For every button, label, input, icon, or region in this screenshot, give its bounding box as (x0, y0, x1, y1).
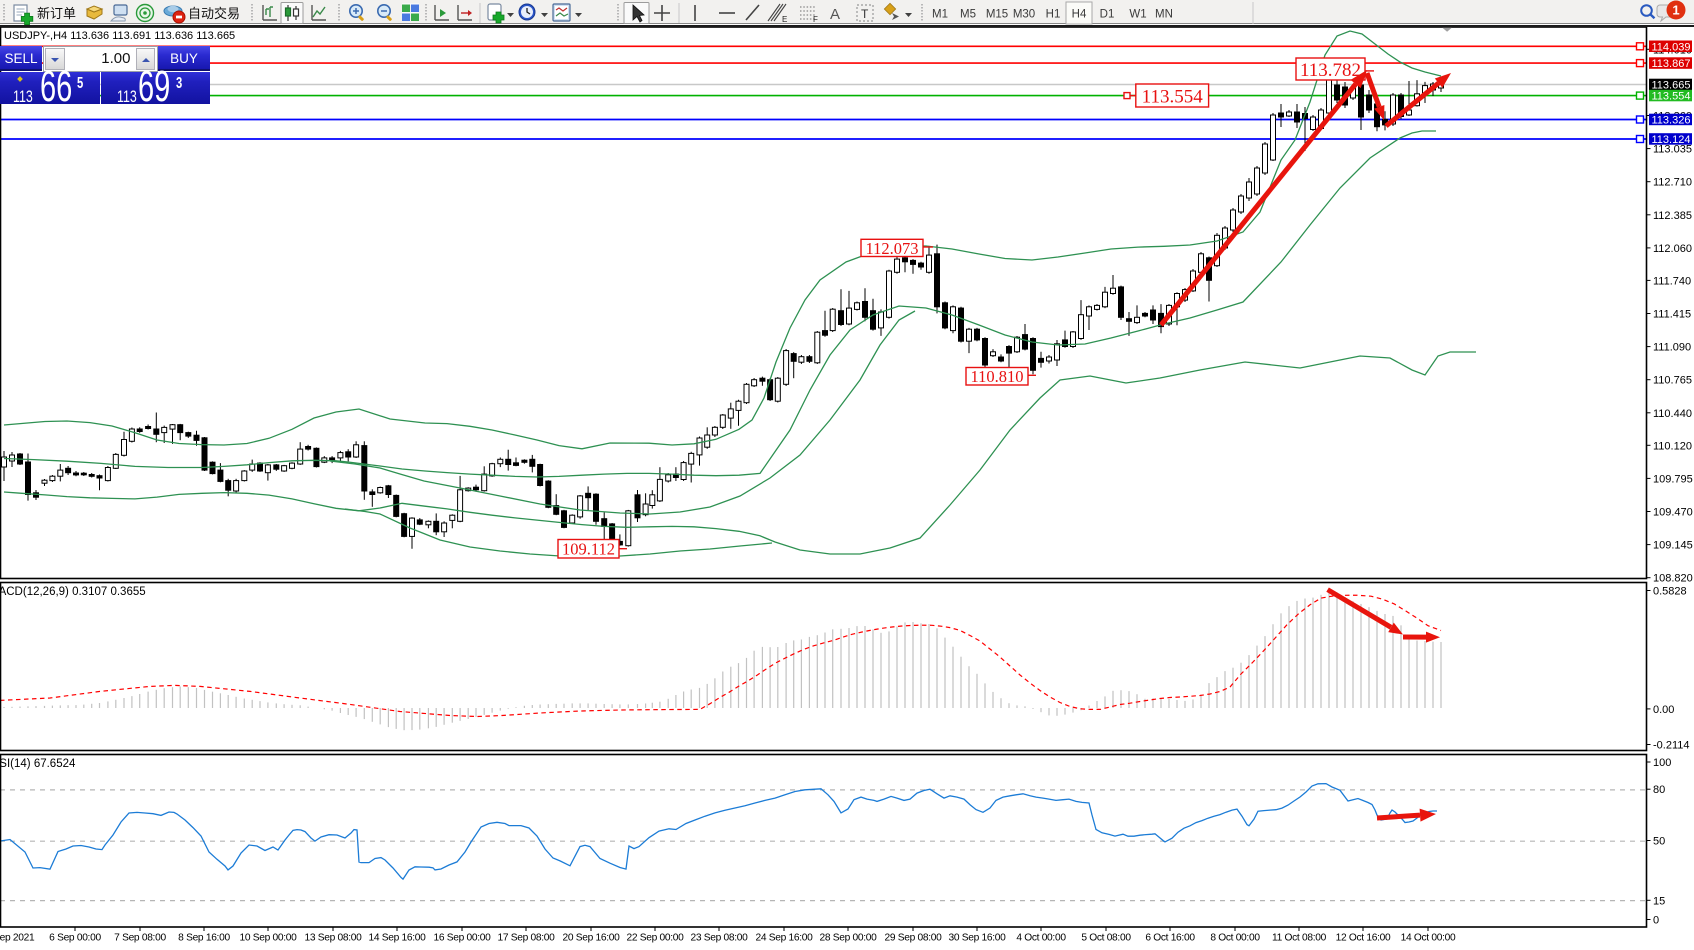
svg-text:113.554: 113.554 (1142, 86, 1204, 107)
svg-text:112.073: 112.073 (865, 239, 918, 258)
svg-text:自动交易: 自动交易 (188, 6, 240, 21)
svg-text:E: E (782, 15, 787, 24)
svg-text:MACD(12,26,9) 0.3107 0.3655: MACD(12,26,9) 0.3107 0.3655 (0, 586, 146, 598)
svg-text:110.120: 110.120 (1653, 440, 1692, 452)
svg-text:112.710: 112.710 (1653, 177, 1692, 189)
svg-text:113.124: 113.124 (1652, 134, 1691, 146)
svg-text:109.470: 109.470 (1653, 507, 1693, 519)
svg-text:-0.2114: -0.2114 (1653, 740, 1690, 752)
svg-text:7 Sep 08:00: 7 Sep 08:00 (114, 933, 166, 944)
svg-text:1: 1 (1672, 3, 1679, 18)
svg-text:113.326: 113.326 (1652, 115, 1691, 127)
svg-text:8 Sep 16:00: 8 Sep 16:00 (178, 933, 230, 944)
svg-text:111.415: 111.415 (1653, 309, 1691, 321)
svg-text:110.440: 110.440 (1653, 408, 1692, 420)
svg-text:8 Oct 00:00: 8 Oct 00:00 (1210, 933, 1260, 944)
svg-text:0: 0 (1653, 915, 1659, 927)
svg-text:113.867: 113.867 (1652, 58, 1691, 70)
svg-text:H1: H1 (1046, 9, 1061, 21)
svg-text:22 Sep 00:00: 22 Sep 00:00 (626, 933, 684, 944)
svg-text:29 Sep 08:00: 29 Sep 08:00 (884, 933, 942, 944)
svg-text:M15: M15 (986, 9, 1008, 21)
svg-text:110.765: 110.765 (1653, 375, 1692, 387)
svg-text:109.795: 109.795 (1653, 473, 1693, 485)
svg-text:50: 50 (1653, 836, 1665, 848)
svg-text:ep 2021: ep 2021 (0, 933, 35, 944)
svg-text:16 Sep 00:00: 16 Sep 00:00 (433, 933, 491, 944)
svg-text:M5: M5 (960, 9, 976, 21)
svg-text:108.820: 108.820 (1653, 573, 1693, 585)
svg-text:14 Sep 16:00: 14 Sep 16:00 (368, 933, 426, 944)
svg-text:6 Sep 00:00: 6 Sep 00:00 (49, 933, 101, 944)
svg-text:USDJPY-,H4 113.636 113.691 11: USDJPY-,H4 113.636 113.691 113.636 113.6… (4, 30, 235, 42)
svg-text:109.112: 109.112 (562, 540, 615, 559)
svg-text:111.090: 111.090 (1653, 342, 1691, 354)
svg-text:新订单: 新订单 (37, 6, 76, 21)
svg-text:14 Oct 00:00: 14 Oct 00:00 (1401, 933, 1456, 944)
svg-text:24 Sep 16:00: 24 Sep 16:00 (755, 933, 813, 944)
svg-text:M1: M1 (932, 9, 948, 21)
svg-text:0.5828: 0.5828 (1653, 586, 1687, 598)
svg-text:109.145: 109.145 (1653, 540, 1693, 552)
svg-text:111.740: 111.740 (1653, 275, 1691, 287)
svg-text:4 Oct 00:00: 4 Oct 00:00 (1016, 933, 1066, 944)
svg-text:23 Sep 08:00: 23 Sep 08:00 (690, 933, 748, 944)
svg-text:11 Oct 08:00: 11 Oct 08:00 (1272, 933, 1327, 944)
svg-text:A: A (830, 6, 840, 23)
svg-text:114.039: 114.039 (1652, 41, 1691, 53)
svg-text:5 Oct 08:00: 5 Oct 08:00 (1081, 933, 1131, 944)
svg-text:RSI(14) 67.6524: RSI(14) 67.6524 (0, 758, 76, 770)
svg-text:113.554: 113.554 (1652, 91, 1691, 103)
svg-text:110.810: 110.810 (970, 367, 1023, 386)
svg-text:100: 100 (1653, 757, 1671, 769)
svg-text:D1: D1 (1100, 9, 1115, 21)
svg-text:80: 80 (1653, 784, 1665, 796)
svg-text:112.385: 112.385 (1653, 210, 1692, 222)
svg-text:T: T (861, 7, 869, 21)
svg-text:112.060: 112.060 (1653, 243, 1692, 255)
svg-text:13 Sep 08:00: 13 Sep 08:00 (304, 933, 362, 944)
svg-text:10 Sep 00:00: 10 Sep 00:00 (239, 933, 297, 944)
svg-text:M30: M30 (1013, 9, 1035, 21)
svg-text:H4: H4 (1072, 9, 1087, 21)
svg-text:F: F (813, 15, 818, 24)
svg-text:30 Sep 16:00: 30 Sep 16:00 (948, 933, 1006, 944)
svg-text:28 Sep 00:00: 28 Sep 00:00 (819, 933, 877, 944)
svg-text:0.00: 0.00 (1653, 704, 1674, 716)
svg-text:17 Sep 08:00: 17 Sep 08:00 (497, 933, 555, 944)
svg-text:6 Oct 16:00: 6 Oct 16:00 (1145, 933, 1195, 944)
svg-text:20 Sep 16:00: 20 Sep 16:00 (562, 933, 620, 944)
svg-text:W1: W1 (1129, 9, 1146, 21)
svg-text:15: 15 (1653, 895, 1665, 907)
svg-text:MN: MN (1155, 9, 1173, 21)
svg-text:12 Oct 16:00: 12 Oct 16:00 (1336, 933, 1391, 944)
svg-text:113.782: 113.782 (1300, 60, 1361, 81)
